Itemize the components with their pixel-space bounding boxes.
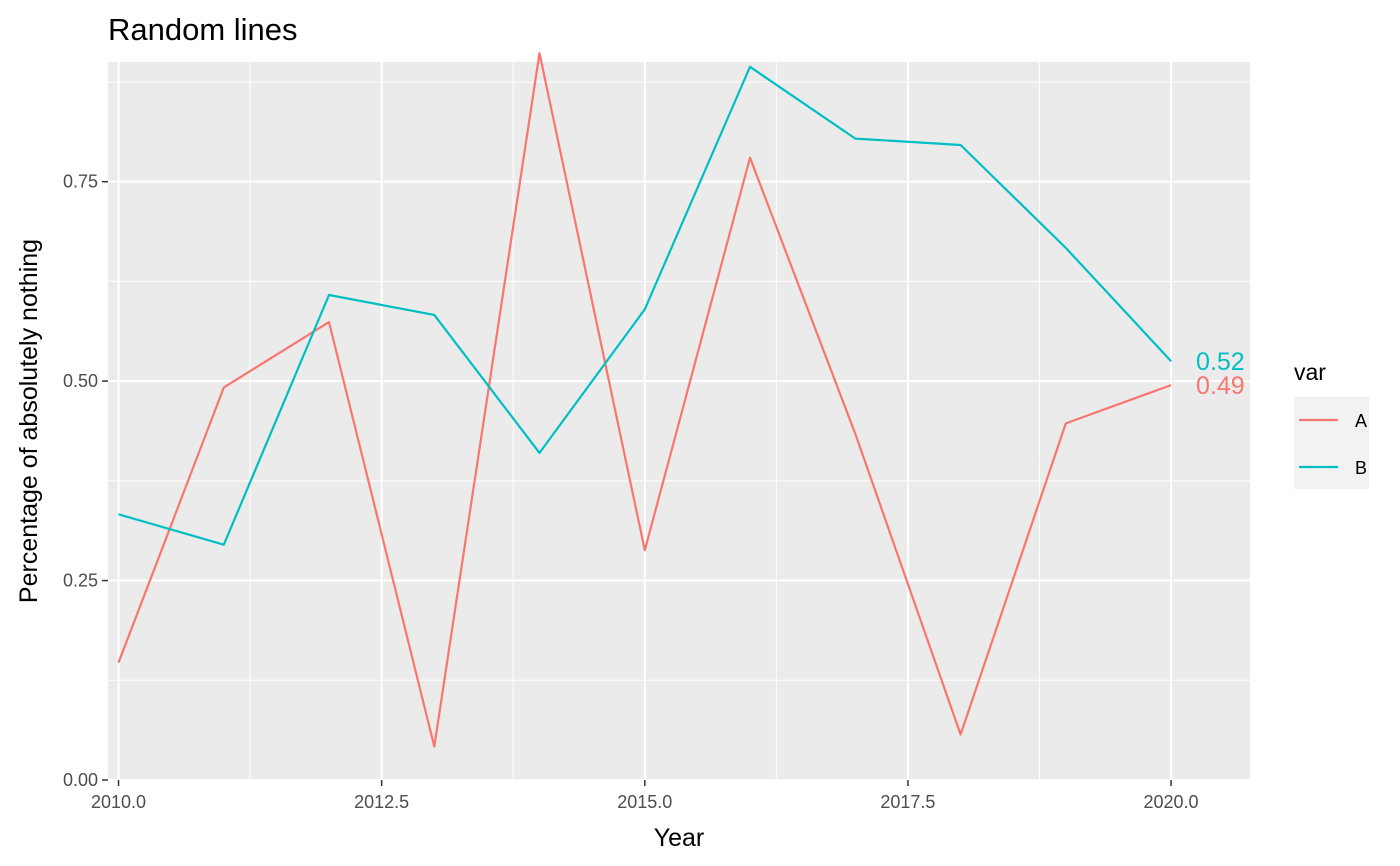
y-tick-label: 0.00 xyxy=(63,770,98,790)
x-tick-label: 2012.5 xyxy=(354,792,409,812)
series-line-A xyxy=(117,52,1172,748)
legend-title: var xyxy=(1294,359,1326,385)
x-tick-label: 2017.5 xyxy=(880,792,935,812)
x-tick-label: 2015.0 xyxy=(617,792,672,812)
legend-label-B: B xyxy=(1355,458,1367,478)
series-line-B xyxy=(118,65,1172,546)
series-layer xyxy=(117,52,1172,748)
y-tick-label: 0.75 xyxy=(63,172,98,192)
grid-layer xyxy=(108,62,1250,781)
legend-items: AB xyxy=(1294,397,1369,489)
x-tick-label: 2010.0 xyxy=(91,792,146,812)
ticks-layer: 2010.0 2012.5 2015.0 2017.5 2020.0 0.00 0.25 0.… xyxy=(63,172,1199,812)
end-label-A: 0.49 xyxy=(1196,372,1245,400)
legend: var AB xyxy=(1294,359,1369,489)
y-tick-label: 0.50 xyxy=(63,371,98,391)
end-label-B: 0.52 xyxy=(1196,348,1245,376)
end-labels: 0.490.52 xyxy=(1196,348,1245,400)
y-tick-label: 0.25 xyxy=(63,571,98,591)
legend-label-A: A xyxy=(1355,411,1367,431)
y-axis-title: Percentage of absolutely nothing xyxy=(15,239,43,603)
x-axis-title: Year xyxy=(654,824,705,852)
chart-title: Random lines xyxy=(108,12,298,47)
legend-key-background xyxy=(1294,397,1369,489)
x-tick-label: 2020.0 xyxy=(1144,792,1199,812)
